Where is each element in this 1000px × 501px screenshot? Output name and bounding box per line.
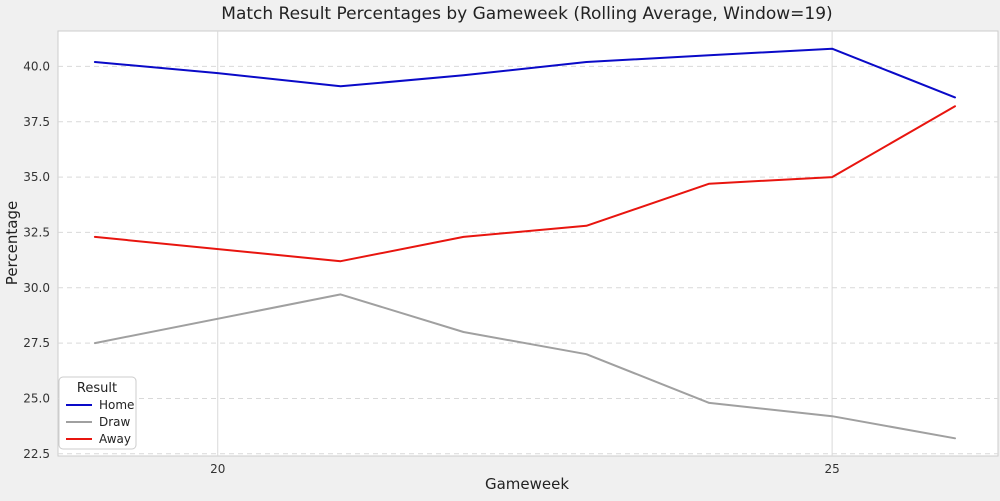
legend-label-away: Away	[99, 432, 131, 446]
y-tick-label: 35.0	[23, 170, 50, 184]
plot-area	[57, 30, 999, 457]
legend-box	[58, 376, 137, 450]
x-tick-label: 20	[210, 462, 225, 476]
y-tick-label: 40.0	[23, 59, 50, 73]
y-tick-label: 37.5	[23, 115, 50, 129]
legend-label-draw: Draw	[99, 415, 131, 429]
x-axis-label: Gameweek	[485, 475, 569, 493]
series-layer	[93, 47, 956, 440]
y-axis-label: Percentage	[3, 201, 21, 285]
y-tick-label: 30.0	[23, 281, 50, 295]
legend-title: Result	[77, 381, 117, 396]
series-line-away	[93, 105, 956, 263]
y-tick-labels: 22.5 25.0 27.5 30.0 32.5 35.0 37.5 40.0	[23, 59, 50, 460]
series-line-home	[93, 47, 956, 99]
y-tick-label: 27.5	[23, 336, 50, 350]
y-tick-label: 32.5	[23, 225, 50, 239]
x-tick-label: 25	[824, 462, 839, 476]
legend-label-home: Home	[99, 398, 134, 412]
legend-items: Home Draw Away	[66, 398, 134, 446]
x-tick-labels: 20 25	[210, 462, 840, 476]
x-gridlines	[217, 31, 833, 456]
legend: Result Home Draw Away	[58, 376, 137, 450]
series-line-draw	[93, 293, 956, 440]
chart-title: Match Result Percentages by Gameweek (Ro…	[221, 4, 832, 24]
y-tick-label: 22.5	[23, 447, 50, 461]
y-tick-label: 25.0	[23, 391, 50, 405]
